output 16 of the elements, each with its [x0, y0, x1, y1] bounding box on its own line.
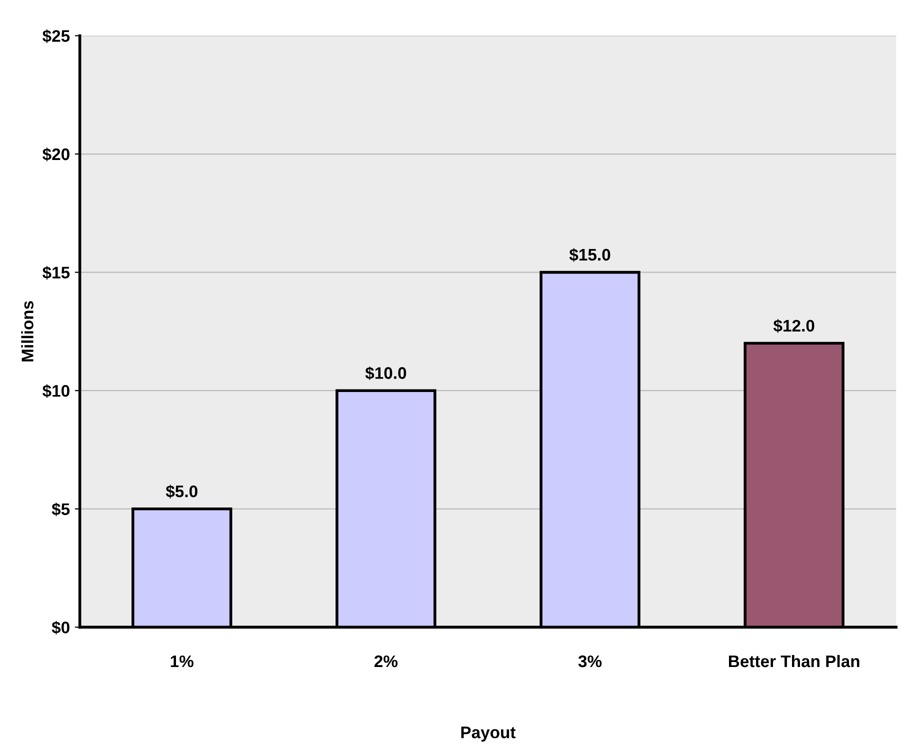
x-tick-label: 3% [578, 655, 602, 668]
data-label: $5.0 [166, 484, 198, 498]
data-label: $15.0 [569, 248, 610, 262]
y-tick-label: $0 [52, 620, 70, 634]
x-tick-label: Better Than Plan [728, 654, 860, 668]
data-label: $10.0 [365, 366, 406, 380]
x-tick-label: 2% [374, 655, 398, 668]
y-tick-label: $15 [42, 266, 70, 280]
x-axis-title: Payout [461, 726, 516, 742]
x-tick-label: 1% [170, 655, 194, 668]
y-tick-label: $25 [42, 29, 70, 43]
y-tick-label: $5 [52, 502, 70, 516]
y-tick-label: $20 [42, 148, 70, 162]
y-axis-title: Millions [21, 301, 34, 362]
y-tick-label: $10 [42, 384, 70, 398]
data-label: $12.0 [773, 319, 814, 333]
